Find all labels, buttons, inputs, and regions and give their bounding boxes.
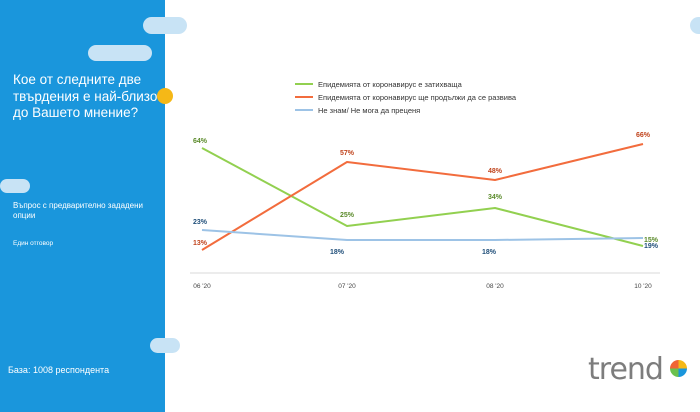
logo-mark-icon <box>670 360 687 377</box>
chart-legend: Епидемията от коронавирус е затихваща Епи… <box>295 80 517 115</box>
data-label: 23% <box>193 219 208 226</box>
series-line <box>201 229 644 241</box>
trend-logo: trend <box>588 352 664 387</box>
decorative-pill <box>88 45 152 61</box>
x-tick-label: 06 '20 <box>193 283 211 290</box>
question-title: Кое от следните две твърдения е най-близ… <box>13 72 158 120</box>
decorative-pill <box>690 17 700 34</box>
decorative-pill <box>143 17 187 34</box>
legend-label: Не знам/ Не мога да преценя <box>318 106 420 115</box>
data-label: 34% <box>488 194 503 201</box>
question-subtitle: Въпрос с предварително зададени опции <box>13 201 144 220</box>
data-label: 19% <box>644 243 659 250</box>
accent-dot <box>157 88 173 104</box>
data-labels: 64% 25% 34% 15% 13% 57% 48% 66% 23% 18% 18% 19% <box>193 132 659 256</box>
series-lines <box>201 143 644 251</box>
data-label: 64% <box>193 138 208 145</box>
data-label: 66% <box>636 132 651 139</box>
answer-note: Един отговор <box>13 240 54 247</box>
decorative-pill <box>150 338 180 353</box>
data-label: 13% <box>193 240 208 247</box>
data-label: 25% <box>340 212 355 219</box>
data-label: 48% <box>488 168 503 175</box>
sidebar-panel <box>0 0 165 412</box>
data-label: 18% <box>330 249 345 256</box>
x-tick-label: 10 '20 <box>634 283 652 290</box>
respondent-base: База: 1008 респондента <box>8 365 110 375</box>
legend-label: Епидемията от коронавирус е затихваща <box>318 80 463 89</box>
data-label: 57% <box>340 150 355 157</box>
x-axis-ticks: 06 '20 07 '20 08 '20 10 '20 <box>193 283 652 290</box>
legend-label: Епидемията от коронавирус ще продължи да… <box>318 93 517 102</box>
x-tick-label: 07 '20 <box>338 283 356 290</box>
data-label: 18% <box>482 249 497 256</box>
data-label: 15% <box>644 237 659 244</box>
decorative-pill <box>0 179 30 193</box>
x-tick-label: 08 '20 <box>486 283 504 290</box>
series-line <box>201 143 644 251</box>
series-line <box>201 147 644 247</box>
